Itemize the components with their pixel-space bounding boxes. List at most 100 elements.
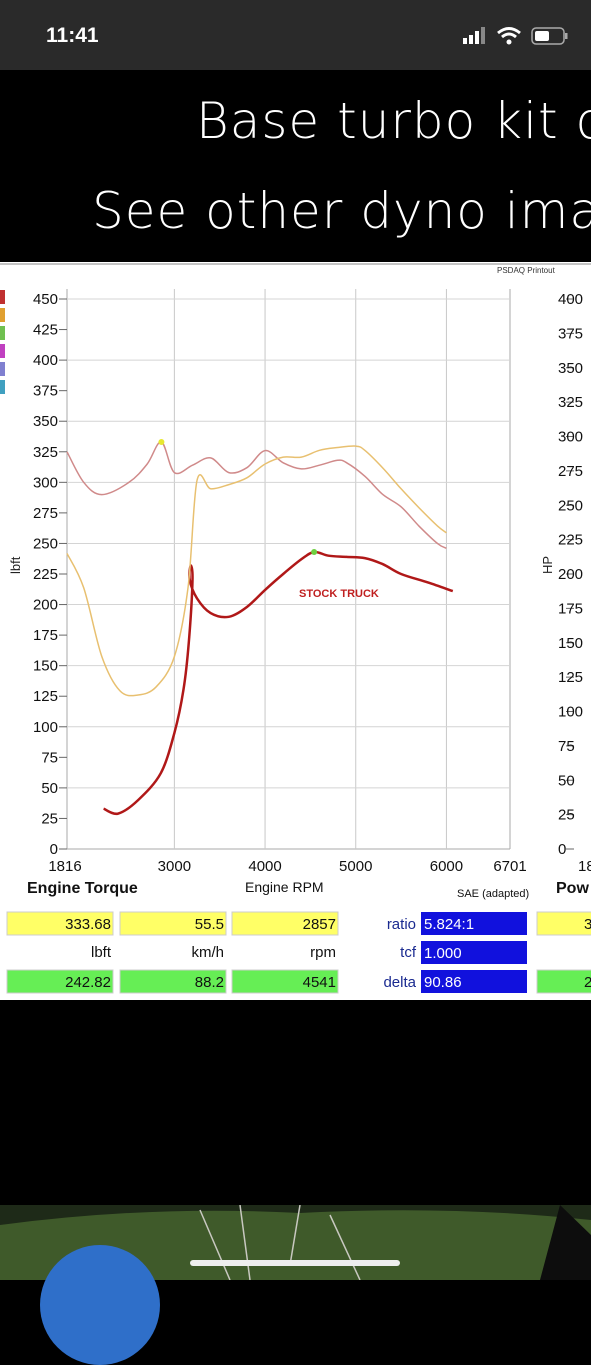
readout-rpm-2: 4541 [303,974,336,991]
readout-torque-2: 242.82 [65,974,111,991]
battery-icon [531,27,568,45]
wifi-icon [497,27,521,45]
y2-tick-label: 275 [558,463,583,480]
tcf-box [421,941,527,964]
ratio-label: ratio [387,916,416,933]
readout-box-1 [6,911,114,936]
unit-torque: lbft [91,944,112,961]
y2-tick-label: 225 [558,532,583,549]
x-tick-label: 1816 [48,858,81,875]
background-photo [0,1205,591,1280]
y-tick-label: 400 [33,352,58,369]
cursor-marker-stock [311,549,318,555]
caption-line-2: See other dyno imag [92,182,591,240]
y-tick-label: 250 [33,535,58,552]
home-indicator[interactable] [190,1260,400,1266]
legend-swatch-3 [0,326,5,340]
stock-truck-annotation: STOCK TRUCK [299,588,379,600]
status-icons [460,24,570,48]
series-line-3 [66,445,447,697]
x-axis-title: Engine RPM [245,879,324,895]
delta-label: delta [383,974,416,991]
power-title: Pow [556,880,589,897]
x-tick-label-right-partial: 18 [578,858,591,875]
readout-rpm-1: 2857 [303,916,336,933]
dyno-chart: PSDAQ Printout 1816 3000 4000 5000 6000 6701 1… [0,263,591,994]
readout-box-5 [119,969,227,994]
unit-speed: km/h [191,944,224,961]
left-axis-label: lbft [8,556,23,574]
readout-right-2: 2 [584,974,591,991]
tcf-label: tcf [400,944,417,961]
y-tick-label: 225 [33,566,58,583]
right-axis-label: HP [540,556,555,574]
delta-value: 90.86 [424,974,462,991]
y-tick-label: 375 [33,383,58,400]
y2-tick-label: 0 [558,841,566,858]
series-line-1 [103,550,454,816]
y2-tick-label: 25 [558,807,575,824]
readout-box-2 [119,911,227,936]
readout-box-3 [231,911,339,936]
video-letterbox [0,1000,591,1205]
readout-box-6 [231,969,339,994]
y2-tick-label: 75 [558,738,575,755]
readout-box-4 [6,969,114,994]
y-tick-label: 125 [33,688,58,705]
y-tick-label: 50 [41,780,58,797]
y-tick-label: 425 [33,322,58,339]
engine-torque-title: Engine Torque [27,880,138,897]
y-tick-label: 450 [33,291,58,308]
readout-box-right-1 [536,911,591,936]
caption-line-1: Base turbo kit or [196,92,591,150]
x-tick-label: 4000 [248,858,281,875]
x-tick-label: 5000 [339,858,372,875]
legend-swatch-4 [0,344,5,358]
y-tick-label: 25 [41,810,58,827]
y2-tick-label: 150 [558,635,583,652]
y2-tick-label: 175 [558,600,583,617]
y2-tick-label: 300 [558,429,583,446]
floating-action-button[interactable] [40,1245,160,1365]
x-tick-label: 6000 [430,858,463,875]
x-tick-label: 6701 [493,858,526,875]
y2-tick-label: 400 [558,291,583,308]
y2-tick-label: 100 [558,704,583,721]
status-bar: 11:41 [0,0,591,70]
unit-rpm: rpm [310,944,336,961]
video-caption: Base turbo kit or See other dyno imag [0,70,591,260]
ratio-box [421,912,527,935]
readout-torque-1: 333.68 [65,916,111,933]
series-line-2 [66,441,447,549]
signal-icon [463,27,568,45]
y-tick-label: 150 [33,658,58,675]
sae-label: SAE (adapted) [457,888,529,900]
y2-tick-label: 125 [558,669,583,686]
legend-swatch-1 [0,290,5,304]
x-tick-label: 3000 [158,858,191,875]
tcf-value: 1.000 [424,945,462,962]
y2-tick-label: 250 [558,497,583,514]
status-time: 11:41 [46,24,99,47]
y-tick-label: 350 [33,413,58,430]
y-tick-label: 75 [41,749,58,766]
y-tick-label: 0 [50,841,58,858]
y-tick-label: 200 [33,597,58,614]
y-tick-label: 175 [33,627,58,644]
y-tick-label: 300 [33,474,58,491]
legend-swatch-5 [0,362,5,376]
y2-tick-label: 200 [558,566,583,583]
legend-swatch-2 [0,308,5,322]
readout-panel: 333.68 55.5 2857 lbft km/h rpm 242.82 88… [6,911,591,994]
readout-speed-2: 88.2 [195,974,224,991]
y2-tick-label: 325 [558,394,583,411]
delta-box [421,970,527,993]
dyno-printout: PSDAQ Printout 1816 3000 4000 5000 6000 6701 1… [0,262,591,1000]
y-tick-label: 275 [33,505,58,522]
y2-tick-label: 350 [558,360,583,377]
y2-tick-label: 375 [558,325,583,342]
readout-right-1: 3 [584,916,591,933]
y-tick-label: 100 [33,719,58,736]
readout-box-right-2 [536,969,591,994]
ratio-value: 5.824:1 [424,916,474,933]
